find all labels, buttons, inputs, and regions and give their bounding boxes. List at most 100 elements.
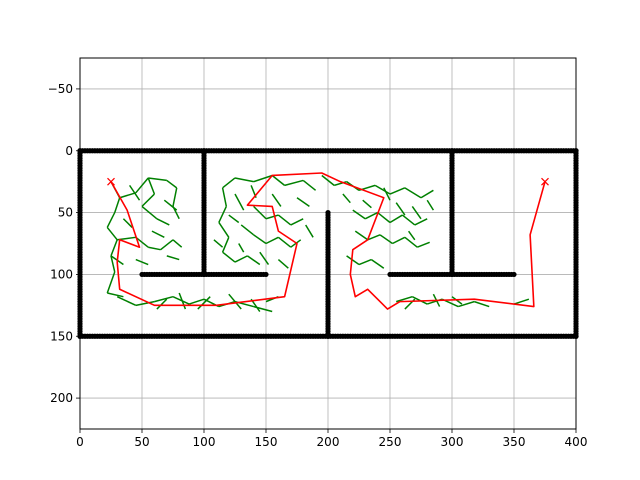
tree-edge [119,192,137,199]
tree-edge [379,234,393,245]
tree-edge [457,300,475,308]
tree-edge [240,224,255,236]
tree-edge [404,236,418,248]
tree-edge [110,239,118,257]
tree-edge [222,251,236,263]
x-tick-label: 50 [134,435,149,449]
tree-edge [426,199,435,211]
x-tick-label: 100 [193,435,216,449]
tree-edge [333,180,347,187]
tree-edge [107,292,124,298]
tree-edge [106,271,116,294]
x-tick-label: 150 [255,435,278,449]
y-tick-label: 200 [50,391,73,405]
tree-edge [346,255,360,266]
tree-edge [271,174,286,186]
y-tick-label: 150 [50,329,73,343]
tree-edge [148,246,161,251]
tree-edge [172,295,190,305]
goal-marker-stroke [541,177,549,186]
obstacle-point [263,271,269,278]
tree-edge [147,177,156,195]
tree-edge [222,177,236,189]
solution-path-line [110,172,546,310]
tree-edge [172,239,183,248]
tree-edge [148,177,167,182]
tree-edge [238,243,245,253]
tree-edge [166,255,180,261]
tree-edge [234,193,245,211]
tree-edge [228,293,242,310]
obstacles [77,148,579,339]
tree-edge [253,174,273,183]
tree-edge [141,205,158,220]
tree-edge [154,295,174,303]
tree-edge [389,214,403,224]
tree-edge [221,187,228,207]
tree-edge [277,214,292,226]
tree-edge [151,230,165,238]
tree-edge [106,212,116,228]
tree-edge [156,218,170,226]
x-tick-label: 200 [317,435,340,449]
tree-edge [321,174,335,186]
tree-edge [370,258,385,269]
tree-edge [395,202,406,216]
tree-edge [172,187,178,207]
tree-edge [188,298,205,305]
tree-edge [135,177,149,194]
y-axis-ticks: −50 0 50 100 150 200 [48,82,80,405]
obstacle-point [325,333,331,339]
tree-edge [135,258,149,266]
tree-edge [246,255,261,266]
tree-edge [213,239,224,248]
tree-edge [404,187,422,199]
start-marker [107,177,115,186]
tree-edge [116,295,137,307]
tree-edge [374,184,391,195]
x-tick-label: 250 [379,435,402,449]
tree-edge [106,226,118,241]
path [110,172,546,310]
x-tick-label: 300 [441,435,464,449]
tree-edge [228,214,240,224]
tree-edge [166,179,178,189]
tree-edge [513,298,530,305]
tree-edge [352,209,366,220]
tree-edge [296,197,310,208]
tree-edge [342,193,351,204]
tree-edge [163,199,178,211]
tree-edge [407,230,416,241]
tree-edge [277,236,292,248]
tree-edge [411,205,422,220]
goal-markers [107,177,549,186]
tree-edge [401,214,416,226]
tree-edge [354,230,369,241]
tree-edge [362,199,372,209]
tree-edge [259,251,270,265]
tree-edge [221,237,230,253]
tree-edge [377,211,391,224]
tree-edge [156,298,168,310]
tree-edge [178,292,187,310]
y-tick-label: 100 [50,267,73,281]
tree-edge [122,218,133,228]
tree-edge [383,187,391,201]
tree-edge [414,218,428,226]
tree-edge [290,218,304,226]
x-tick-label: 400 [565,435,588,449]
tree-edge [389,187,406,195]
tree-edge [271,193,282,207]
tree-edge [392,236,406,245]
x-axis-ticks: 0 50 100 150 200 250 300 350 400 [76,429,587,449]
obstacle-point [511,271,517,278]
tree-edge [420,189,434,199]
tree-edge [110,255,116,273]
tree-edge [265,236,279,245]
x-tick-label: 0 [76,435,84,449]
y-tick-label: 50 [58,206,73,220]
tree-edge [253,234,267,245]
tree-edge [197,296,211,310]
start-marker-stroke [107,177,115,186]
